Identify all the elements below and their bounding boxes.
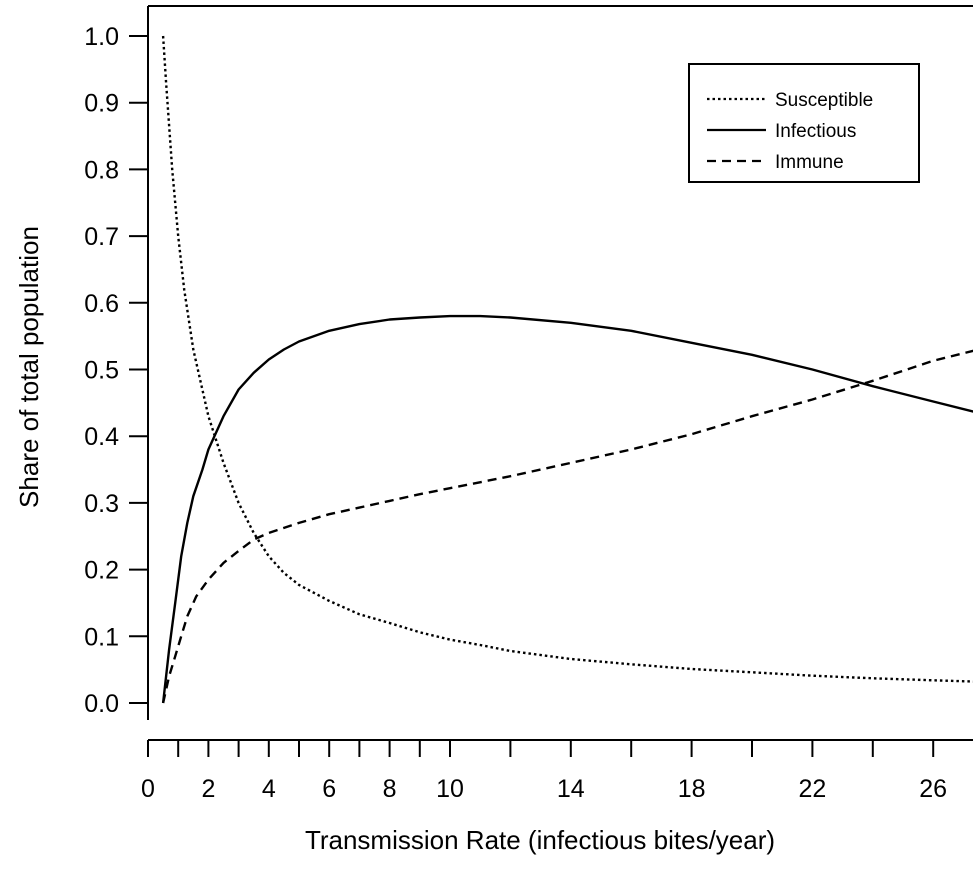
x-tick-label: 8 <box>383 775 397 803</box>
legend-label-susceptible: Susceptible <box>775 90 873 111</box>
x-tick-label: 4 <box>262 775 276 803</box>
x-tick-label: 2 <box>201 775 215 803</box>
legend-label-infectious: Infectious <box>775 121 856 142</box>
y-ticks: 0.0 0.1 0.2 0.3 0.4 0.5 0.6 0.7 0.8 0.9 1.0 <box>84 23 148 718</box>
y-tick-label: 0.0 <box>84 690 119 718</box>
x-tick-label: 6 <box>322 775 336 803</box>
series-line-infectious <box>161 314 973 704</box>
y-tick-label: 0.2 <box>84 557 119 585</box>
x-axis-title: Transmission Rate (infectious bites/year… <box>305 825 775 855</box>
x-ticks: 0 2 4 6 8 10 14 18 22 26 <box>141 740 947 803</box>
x-tick-label: 18 <box>678 775 706 803</box>
series-layer <box>161 35 973 704</box>
y-tick-label: 0.6 <box>84 290 119 318</box>
series-line-immune <box>161 349 973 704</box>
y-tick-label: 0.3 <box>84 490 119 518</box>
y-tick-label: 0.4 <box>84 423 119 451</box>
x-tick-label: 22 <box>798 775 826 803</box>
y-tick-label: 0.5 <box>84 357 119 385</box>
legend-label-immune: Immune <box>775 152 844 173</box>
x-tick-label: 26 <box>919 775 947 803</box>
y-tick-label: 0.1 <box>84 623 119 651</box>
series-line-susceptible <box>161 35 973 683</box>
y-axis-title: Share of total population <box>14 226 44 508</box>
x-tick-label: 14 <box>557 775 585 803</box>
y-tick-label: 0.7 <box>84 223 119 251</box>
legend-items: Susceptible Infectious Immune <box>707 90 873 173</box>
y-tick-label: 0.8 <box>84 156 119 184</box>
x-tick-label: 0 <box>141 775 155 803</box>
legend-box <box>688 63 920 183</box>
legend: Susceptible Infectious Immune <box>688 63 920 183</box>
x-tick-label: 10 <box>436 775 464 803</box>
y-tick-label: 0.9 <box>84 90 119 118</box>
y-tick-label: 1.0 <box>84 23 119 51</box>
